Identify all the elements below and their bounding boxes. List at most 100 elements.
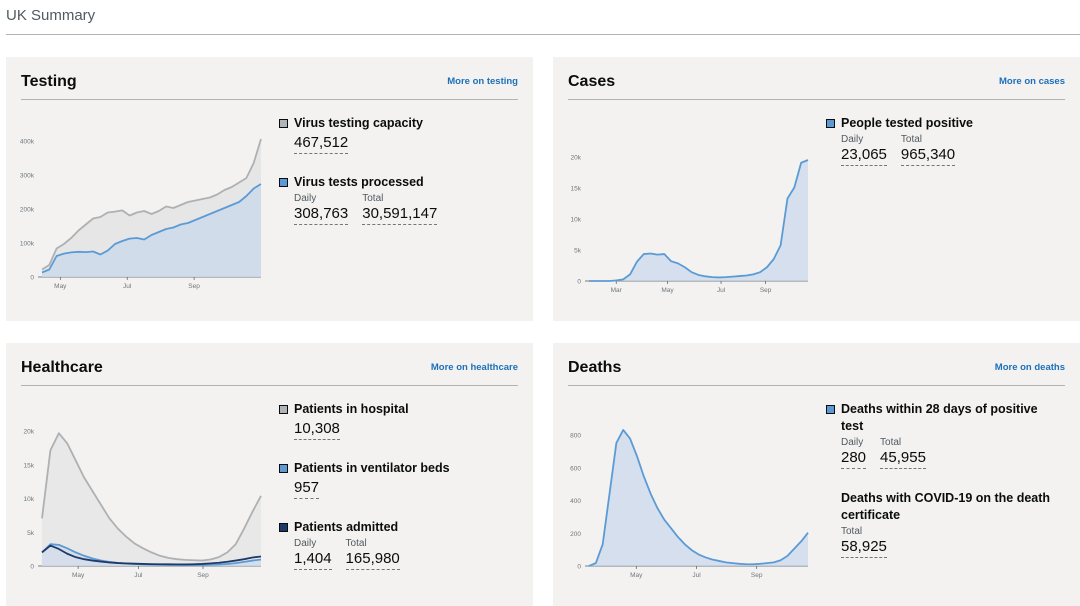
metric-value-total[interactable]: 45,955 xyxy=(880,449,926,469)
card-title: Testing xyxy=(21,73,77,90)
metric-patients-in-ventilator-beds: Patients in ventilator beds 957 xyxy=(279,460,450,499)
metric-value-daily[interactable]: 308,763 xyxy=(294,205,349,225)
y-tick-label: 100k xyxy=(20,241,35,248)
metric-people-tested-positive: People tested positive Daily 23,065 Total… xyxy=(826,115,973,166)
x-tick-label: Sep xyxy=(760,287,772,294)
metric-virus-tests-processed: Virus tests processed Daily 308,763 Total… xyxy=(279,174,438,225)
metric-value-daily[interactable]: 23,065 xyxy=(841,146,887,166)
x-tick-label: Jul xyxy=(134,572,143,579)
y-tick-label: 15k xyxy=(571,186,582,193)
value-label-total: Total xyxy=(345,538,367,549)
blue-swatch-icon xyxy=(826,119,835,128)
healthcare-card: Healthcare More on healthcare 0 5k 10k 15k 2… xyxy=(6,343,533,606)
more-on-cases-link[interactable]: More on cases xyxy=(999,76,1065,87)
more-on-deaths-link[interactable]: More on deaths xyxy=(994,362,1065,373)
series-line xyxy=(41,183,262,274)
y-tick-label: 10k xyxy=(24,496,35,503)
y-tick-label: 600 xyxy=(570,465,581,472)
series-area xyxy=(589,160,808,281)
x-tick-label: Jul xyxy=(692,572,701,579)
deaths-chart: 0 200 400 600 800 May Jul Sep xyxy=(570,428,809,579)
cases-chart: 0 5k 10k 15k 20k Mar May Jul Sep xyxy=(571,155,809,294)
series-line xyxy=(41,544,262,566)
more-on-healthcare-link[interactable]: More on healthcare xyxy=(430,362,518,373)
x-tick-label: Jul xyxy=(717,287,726,294)
x-tick-label: May xyxy=(72,572,85,579)
x-tick-label: Mar xyxy=(611,287,623,294)
y-tick-label: 10k xyxy=(571,217,582,224)
y-tick-label: 5k xyxy=(574,248,582,255)
metric-value[interactable]: 467,512 xyxy=(294,134,349,154)
series-area xyxy=(589,429,808,566)
y-tick-label: 0 xyxy=(30,564,34,571)
metric-value-total[interactable]: 965,340 xyxy=(900,146,956,166)
blue-swatch-icon xyxy=(279,464,288,473)
y-tick-label: 800 xyxy=(570,433,581,440)
value-label-daily: Daily xyxy=(294,538,317,549)
metric-title: Deaths with COVID-19 on the death certif… xyxy=(841,491,1051,522)
testing-chart: 0 100k 200k 300k 400k May Jul Sep xyxy=(20,138,262,290)
cases-card: Cases More on cases 0 5k 10k 15k 20k Mar May Ju… xyxy=(553,57,1080,321)
metric-title: Patients admitted xyxy=(294,520,399,534)
grey-swatch-icon xyxy=(279,405,288,414)
y-tick-label: 400 xyxy=(570,498,581,505)
metric-patients-admitted: Patients admitted Daily 1,404 Total 165,98… xyxy=(279,519,400,570)
deaths-card: Deaths More on deaths 0 200 400 600 800 May Ju… xyxy=(553,343,1080,606)
x-tick-label: May xyxy=(661,287,674,294)
y-tick-label: 20k xyxy=(24,429,35,436)
value-label-total: Total xyxy=(841,526,863,537)
metric-value-daily[interactable]: 280 xyxy=(841,449,867,469)
metric-value-total[interactable]: 58,925 xyxy=(841,538,887,558)
y-tick-label: 5k xyxy=(27,530,35,537)
series-area xyxy=(42,433,261,566)
grey-swatch-icon xyxy=(279,119,288,128)
value-label-total: Total xyxy=(880,437,902,448)
y-tick-label: 15k xyxy=(24,462,35,469)
y-tick-label: 0 xyxy=(577,564,581,571)
y-tick-label: 200k xyxy=(20,207,35,214)
x-tick-label: May xyxy=(630,572,643,579)
metric-patients-in-hospital: Patients in hospital 10,308 xyxy=(279,401,409,440)
x-tick-label: May xyxy=(54,283,67,290)
value-label-daily: Daily xyxy=(841,437,864,448)
metric-value-total[interactable]: 30,591,147 xyxy=(362,205,438,225)
blue-swatch-icon xyxy=(279,178,288,187)
card-header: Healthcare More on healthcare xyxy=(21,359,518,386)
y-tick-label: 300k xyxy=(20,173,35,180)
metric-title: Virus testing capacity xyxy=(294,116,423,130)
y-tick-label: 20k xyxy=(571,155,582,162)
metric-title: People tested positive xyxy=(841,116,973,130)
value-label-total: Total xyxy=(900,134,923,145)
series-line xyxy=(41,432,262,562)
metric-virus-testing-capacity: Virus testing capacity 467,512 xyxy=(279,115,423,154)
card-header: Deaths More on deaths xyxy=(568,359,1065,386)
y-tick-label: 200 xyxy=(570,531,581,538)
value-label-daily: Daily xyxy=(841,134,864,145)
x-tick-label: Sep xyxy=(197,572,209,579)
metric-value-total[interactable]: 165,980 xyxy=(345,550,400,570)
page-title: UK Summary xyxy=(6,7,96,24)
y-tick-label: 0 xyxy=(577,279,581,286)
card-header: Testing More on testing xyxy=(21,73,518,100)
value-label-total: Total xyxy=(362,193,384,204)
y-tick-label: 400k xyxy=(20,139,35,146)
metric-value-daily[interactable]: 1,404 xyxy=(294,550,332,570)
x-tick-label: Jul xyxy=(123,283,132,290)
card-title: Healthcare xyxy=(21,359,103,376)
card-title: Deaths xyxy=(568,359,622,376)
metric-value[interactable]: 957 xyxy=(294,479,320,499)
value-label-daily: Daily xyxy=(294,193,317,204)
testing-card: Testing More on testing 0 100k 200k 300k 400… xyxy=(6,57,533,321)
metric-title: Deaths within 28 days of positive test xyxy=(841,402,1038,433)
metric-title: Patients in ventilator beds xyxy=(294,461,450,475)
navy-swatch-icon xyxy=(279,523,288,532)
metric-title: Patients in hospital xyxy=(294,402,409,416)
series-line xyxy=(588,428,809,567)
more-on-testing-link[interactable]: More on testing xyxy=(447,76,518,87)
metric-value[interactable]: 10,308 xyxy=(294,420,340,440)
y-tick-label: 0 xyxy=(30,275,34,282)
series-line xyxy=(41,138,262,271)
metric-deaths-within-28-days: Deaths within 28 days of positive test D… xyxy=(826,401,1056,469)
healthcare-chart: 0 5k 10k 15k 20k May Jul Sep xyxy=(24,429,262,579)
x-tick-label: Sep xyxy=(751,572,763,579)
